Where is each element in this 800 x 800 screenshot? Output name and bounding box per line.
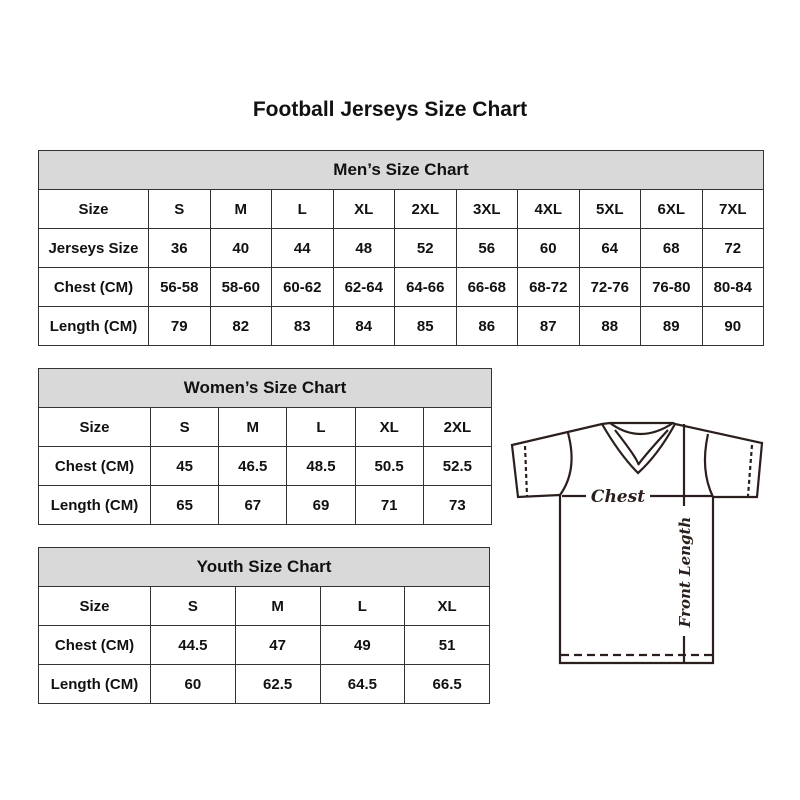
row-label: Chest (CM)	[38, 625, 151, 665]
table-row: Length (CM) 65 67 69 71 73	[38, 485, 493, 525]
table-cell: 67	[218, 485, 288, 525]
table-cell: 56-58	[148, 267, 211, 307]
table-cell: 64.5	[319, 664, 406, 704]
table-cell: 62-64	[332, 267, 395, 307]
table-cell: 44.5	[150, 625, 236, 665]
table-cell: 45	[149, 446, 220, 486]
table-cell: 7XL	[701, 189, 764, 229]
front-length-label: Front Length	[676, 517, 694, 629]
table-cell: 66.5	[404, 664, 490, 704]
table-cell: 60	[150, 664, 236, 704]
table-cell: 52.5	[422, 446, 493, 486]
table-cell: 82	[209, 306, 272, 346]
table-cell: S	[149, 407, 220, 447]
table-heading: Women’s Size Chart	[38, 368, 492, 408]
table-cell: 73	[422, 485, 493, 525]
table-cell: 85	[394, 306, 457, 346]
row-label: Length (CM)	[38, 306, 149, 346]
table-cell: 44	[271, 228, 334, 268]
table-cell: 60-62	[271, 267, 334, 307]
table-row: Size S M L XL 2XL	[38, 407, 493, 447]
table-cell: S	[150, 586, 236, 626]
table-cell: 60	[517, 228, 580, 268]
table-cell: XL	[354, 407, 424, 447]
table-cell: 76-80	[640, 267, 703, 307]
table-cell: 48.5	[286, 446, 356, 486]
table-row: Size S M L XL 2XL 3XL 4XL 5XL 6XL 7XL	[38, 189, 764, 229]
table-cell: 49	[319, 625, 406, 665]
table-cell: L	[286, 407, 356, 447]
table-cell: 51	[404, 625, 490, 665]
row-label: Size	[38, 189, 149, 229]
table-cell: L	[319, 586, 406, 626]
table-heading: Men’s Size Chart	[38, 150, 764, 190]
table-cell: 48	[332, 228, 395, 268]
jersey-outline	[510, 421, 764, 665]
row-label: Jerseys Size	[38, 228, 149, 268]
row-label: Size	[38, 407, 151, 447]
table-cell: M	[218, 407, 288, 447]
table-row: Chest (CM) 45 46.5 48.5 50.5 52.5	[38, 446, 493, 486]
table-cell: 5XL	[578, 189, 641, 229]
row-label: Size	[38, 586, 151, 626]
table-cell: 88	[578, 306, 641, 346]
table-cell: 69	[286, 485, 356, 525]
table-cell: 84	[332, 306, 395, 346]
table-cell: L	[271, 189, 334, 229]
table-row: Length (CM) 60 62.5 64.5 66.5	[38, 664, 490, 704]
row-label: Length (CM)	[38, 485, 151, 525]
table-row: Jerseys Size 36 40 44 48 52 56 60 64 68 72	[38, 228, 764, 268]
table-cell: 72-76	[578, 267, 641, 307]
table-cell: 71	[354, 485, 424, 525]
table-cell: 90	[701, 306, 764, 346]
table-heading: Youth Size Chart	[38, 547, 490, 587]
table-cell: 66-68	[455, 267, 518, 307]
table-cell: 6XL	[640, 189, 703, 229]
youth-size-table: Youth Size Chart Size S M L XL Chest (CM) 44.5…	[38, 547, 490, 704]
table-row: Chest (CM) 44.5 47 49 51	[38, 625, 490, 665]
table-cell: 68	[640, 228, 703, 268]
table-cell: XL	[332, 189, 395, 229]
page-title: Football Jerseys Size Chart	[252, 98, 528, 121]
table-cell: 80-84	[701, 267, 764, 307]
womens-size-table: Women’s Size Chart Size S M L XL 2XL Chest (CM…	[38, 368, 493, 525]
table-cell: 50.5	[354, 446, 424, 486]
table-cell: 47	[234, 625, 321, 665]
chest-label: Chest	[591, 487, 645, 507]
table-cell: 2XL	[422, 407, 493, 447]
row-label: Chest (CM)	[38, 446, 151, 486]
table-cell: 86	[455, 306, 518, 346]
collar	[601, 423, 676, 475]
table-row: Size S M L XL	[38, 586, 490, 626]
table-cell: 40	[209, 228, 272, 268]
table-cell: 36	[148, 228, 211, 268]
row-label: Length (CM)	[38, 664, 151, 704]
table-row: Length (CM) 79 82 83 84 85 86 87 88 89 90	[38, 306, 764, 346]
table-cell: 79	[148, 306, 211, 346]
table-cell: 65	[149, 485, 220, 525]
table-cell: M	[234, 586, 321, 626]
table-cell: 62.5	[234, 664, 321, 704]
table-cell: 87	[517, 306, 580, 346]
table-cell: 68-72	[517, 267, 580, 307]
mens-size-table: Men’s Size Chart Size S M L XL 2XL 3XL 4XL 5XL 6X…	[38, 150, 764, 346]
